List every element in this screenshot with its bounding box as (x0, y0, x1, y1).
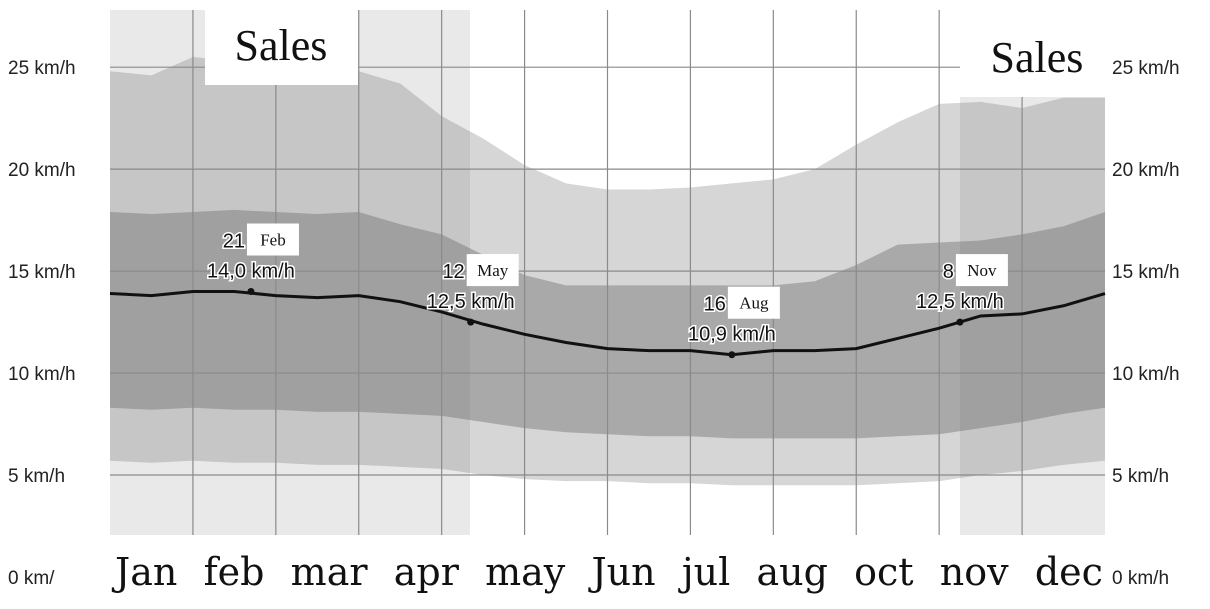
x-tick-label: oct (854, 550, 914, 594)
x-axis-labels: Jan feb mar apr may Jun jul aug oct nov dec (115, 550, 1103, 606)
annotation-day: 12 (442, 261, 464, 283)
y-tick-label: 5 km/h (8, 466, 65, 487)
annotation-value: 12,5 km/h (916, 291, 1004, 313)
x-tick-label: aug (756, 550, 828, 594)
x-tick-label: may (485, 550, 566, 594)
x-tick-label: jul (681, 550, 731, 594)
label-box (205, 10, 358, 85)
y-tick-label: 15 km/h (8, 262, 76, 283)
annotation-day: 21 (223, 231, 245, 253)
x-tick-label: feb (203, 550, 265, 594)
annotation-box (727, 286, 780, 319)
y2-tick-label: 5 km/h (1112, 466, 1169, 487)
y-tick-label: 20 km/h (8, 160, 76, 181)
highlight-point (956, 318, 964, 326)
x-tick-label: apr (393, 550, 459, 594)
x-tick-label: Jun (591, 550, 656, 594)
y2-tick-label: 25 km/h (1112, 58, 1180, 79)
highlight-point (728, 351, 736, 359)
annotation-value: 14,0 km/h (207, 261, 295, 283)
region-label: Sales (991, 33, 1084, 82)
annotation-month: Feb (260, 231, 286, 250)
highlight-point (247, 288, 255, 295)
annotation-day: 8 (943, 261, 954, 283)
annotation-value: 10,9 km/h (688, 324, 776, 346)
median-line (109, 290, 1106, 357)
annotation-month: Aug (739, 294, 769, 313)
x-tick-label: nov (939, 550, 1009, 594)
annotation-value: 12,5 km/h (427, 291, 515, 313)
highlight-point (467, 318, 475, 326)
y-tick-label: 0 km/ (8, 568, 55, 589)
annotation-month: Nov (967, 261, 997, 280)
annotation-month: May (477, 261, 509, 280)
shaded-region (110, 10, 470, 535)
annotation-box (466, 254, 519, 287)
y2-tick-label: 20 km/h (1112, 160, 1180, 181)
annotation-day: 16 (704, 294, 726, 316)
region-label: Sales (235, 21, 328, 70)
y2-tick-label: 15 km/h (1112, 262, 1180, 283)
y2-tick-label: 0 km/h (1112, 568, 1169, 589)
y-tick-label: 25 km/h (8, 58, 76, 79)
x-tick-label: dec (1034, 550, 1103, 594)
label-box (960, 10, 1105, 97)
annotation-box (955, 254, 1008, 287)
x-tick-label: Jan (115, 550, 178, 594)
annotation-box (246, 223, 299, 256)
x-tick-label: mar (290, 550, 368, 594)
y-tick-label: 10 km/h (8, 364, 76, 385)
y2-tick-label: 10 km/h (1112, 364, 1180, 385)
